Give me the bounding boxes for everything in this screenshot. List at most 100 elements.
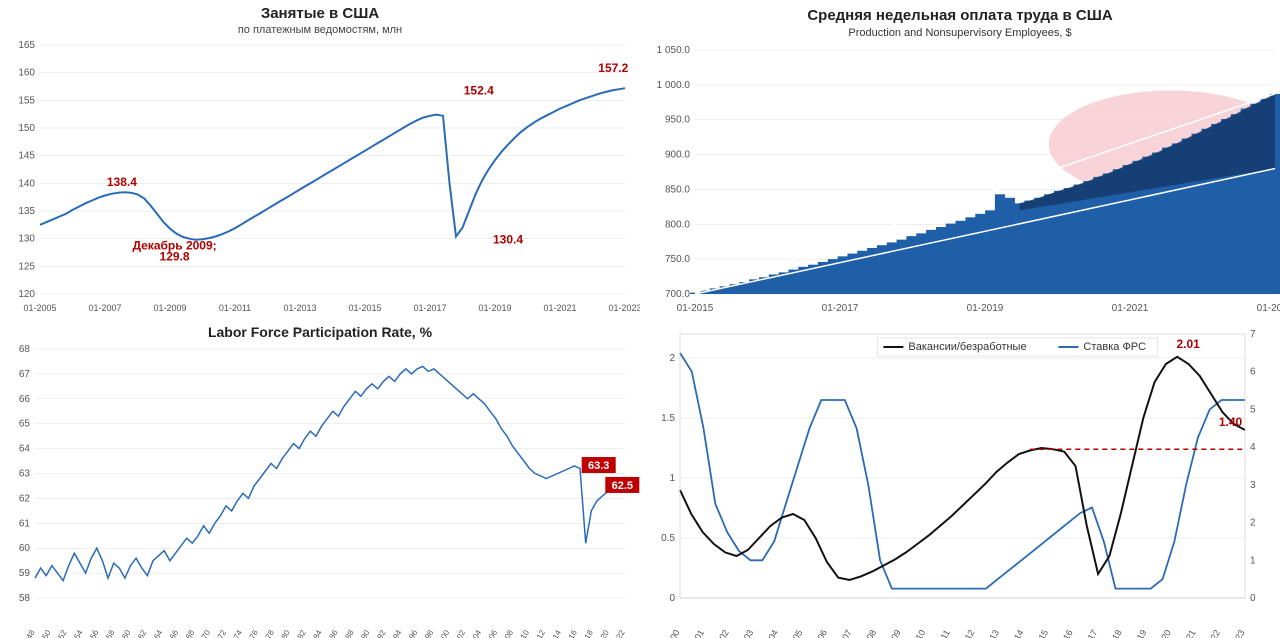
svg-text:135: 135 [18, 206, 35, 217]
svg-text:1968: 1968 [179, 628, 196, 638]
svg-text:2022: 2022 [1203, 628, 1222, 638]
svg-text:1: 1 [1250, 555, 1256, 566]
svg-text:4: 4 [1250, 442, 1256, 453]
svg-text:800.0: 800.0 [665, 219, 690, 230]
svg-text:3: 3 [1250, 480, 1256, 491]
svg-text:63: 63 [19, 469, 31, 480]
svg-text:2: 2 [1250, 518, 1256, 529]
svg-text:2022: 2022 [610, 628, 627, 638]
svg-text:1950: 1950 [36, 628, 53, 638]
svg-text:138.4: 138.4 [107, 175, 137, 189]
svg-text:01-2023: 01-2023 [1257, 303, 1280, 314]
svg-text:165: 165 [18, 40, 35, 51]
svg-text:160: 160 [18, 68, 35, 79]
svg-text:62.5: 62.5 [612, 480, 633, 492]
svg-text:1976: 1976 [243, 628, 260, 638]
chart4-svg: 00.511.520123456720002001200220032004200… [640, 319, 1280, 638]
svg-text:2013: 2013 [982, 628, 1001, 638]
svg-text:129.8: 129.8 [160, 249, 190, 263]
svg-text:130: 130 [18, 234, 35, 245]
svg-text:2002: 2002 [451, 628, 468, 638]
svg-text:2012: 2012 [958, 628, 977, 638]
svg-text:61: 61 [19, 518, 31, 529]
svg-text:7: 7 [1250, 329, 1256, 340]
svg-text:67: 67 [19, 369, 31, 380]
svg-text:1952: 1952 [52, 628, 69, 638]
svg-text:64: 64 [19, 444, 31, 455]
svg-text:0: 0 [1250, 593, 1256, 604]
svg-text:1962: 1962 [132, 628, 149, 638]
svg-text:1.40: 1.40 [1219, 415, 1243, 429]
svg-text:2004: 2004 [467, 628, 484, 638]
svg-text:2003: 2003 [737, 628, 756, 638]
svg-text:1966: 1966 [164, 628, 181, 638]
svg-text:700.0: 700.0 [665, 289, 690, 300]
svg-text:2018: 2018 [578, 628, 595, 638]
svg-text:1: 1 [669, 473, 675, 484]
svg-text:1 000.0: 1 000.0 [657, 80, 691, 91]
svg-text:145: 145 [18, 151, 35, 162]
svg-text:Средняя недельная оплата труда: Средняя недельная оплата труда в США [807, 7, 1112, 24]
svg-text:1970: 1970 [195, 628, 212, 638]
svg-text:2: 2 [669, 353, 675, 364]
svg-text:58: 58 [19, 593, 31, 604]
svg-text:2017: 2017 [1081, 628, 1100, 638]
svg-text:01-2019: 01-2019 [967, 303, 1004, 314]
svg-text:1996: 1996 [403, 628, 420, 638]
svg-text:900.0: 900.0 [665, 150, 690, 161]
svg-text:1980: 1980 [275, 628, 292, 638]
svg-text:по платежным ведомостям, млн: по платежным ведомостям, млн [238, 24, 402, 36]
svg-text:1990: 1990 [355, 628, 372, 638]
svg-text:2010: 2010 [514, 628, 531, 638]
svg-text:1974: 1974 [227, 628, 244, 638]
svg-text:01-2013: 01-2013 [283, 303, 316, 313]
svg-text:2015: 2015 [1032, 628, 1051, 638]
svg-text:0: 0 [669, 593, 675, 604]
chart2-svg: 700.0750.0800.0850.0900.0950.01 000.01 0… [640, 0, 1280, 319]
svg-text:1994: 1994 [387, 628, 404, 638]
svg-text:2010: 2010 [909, 628, 928, 638]
svg-text:01-2017: 01-2017 [822, 303, 859, 314]
svg-text:01-2015: 01-2015 [348, 303, 381, 313]
svg-text:01-2015: 01-2015 [677, 303, 714, 314]
chart1-svg: Занятые в США по платежным ведомостям, мл… [0, 0, 640, 319]
svg-text:2006: 2006 [482, 628, 499, 638]
svg-text:01-2023: 01-2023 [608, 303, 640, 313]
svg-text:01-2021: 01-2021 [543, 303, 576, 313]
svg-text:2009: 2009 [884, 628, 903, 638]
svg-text:2023: 2023 [1228, 628, 1247, 638]
svg-text:Занятые в США: Занятые в США [261, 5, 380, 22]
svg-text:1978: 1978 [259, 628, 276, 638]
svg-text:155: 155 [18, 95, 35, 106]
svg-text:6: 6 [1250, 367, 1256, 378]
svg-text:2019: 2019 [1130, 628, 1149, 638]
svg-text:01-2009: 01-2009 [153, 303, 186, 313]
chart-lfpr: Labor Force Participation Rate, %5859606… [0, 319, 640, 638]
svg-text:2002: 2002 [712, 628, 731, 638]
svg-text:01-2011: 01-2011 [219, 303, 251, 313]
svg-text:1982: 1982 [291, 628, 308, 638]
svg-text:2007: 2007 [835, 628, 854, 638]
svg-text:1956: 1956 [84, 628, 101, 638]
chart-vacancies-fed: 00.511.520123456720002001200220032004200… [640, 319, 1280, 638]
svg-text:2011: 2011 [934, 628, 952, 638]
svg-text:01-2017: 01-2017 [413, 303, 446, 313]
svg-text:Ставка ФРС: Ставка ФРС [1083, 341, 1146, 353]
svg-text:2020: 2020 [594, 628, 611, 638]
svg-text:130.4: 130.4 [493, 233, 523, 247]
svg-text:1954: 1954 [68, 628, 85, 638]
svg-text:01-2019: 01-2019 [478, 303, 511, 313]
svg-text:1.5: 1.5 [661, 413, 675, 424]
svg-text:66: 66 [19, 394, 31, 405]
svg-text:950.0: 950.0 [665, 115, 690, 126]
svg-text:750.0: 750.0 [665, 254, 690, 265]
svg-text:63.3: 63.3 [588, 460, 609, 472]
svg-text:2008: 2008 [498, 628, 515, 638]
svg-text:2008: 2008 [860, 628, 879, 638]
svg-text:01-2007: 01-2007 [88, 303, 121, 313]
svg-text:1960: 1960 [116, 628, 133, 638]
svg-text:2020: 2020 [1154, 628, 1173, 638]
svg-text:Вакансии/безработные: Вакансии/безработные [908, 341, 1026, 353]
svg-text:2.01: 2.01 [1176, 337, 1200, 351]
svg-text:0.5: 0.5 [661, 533, 675, 544]
